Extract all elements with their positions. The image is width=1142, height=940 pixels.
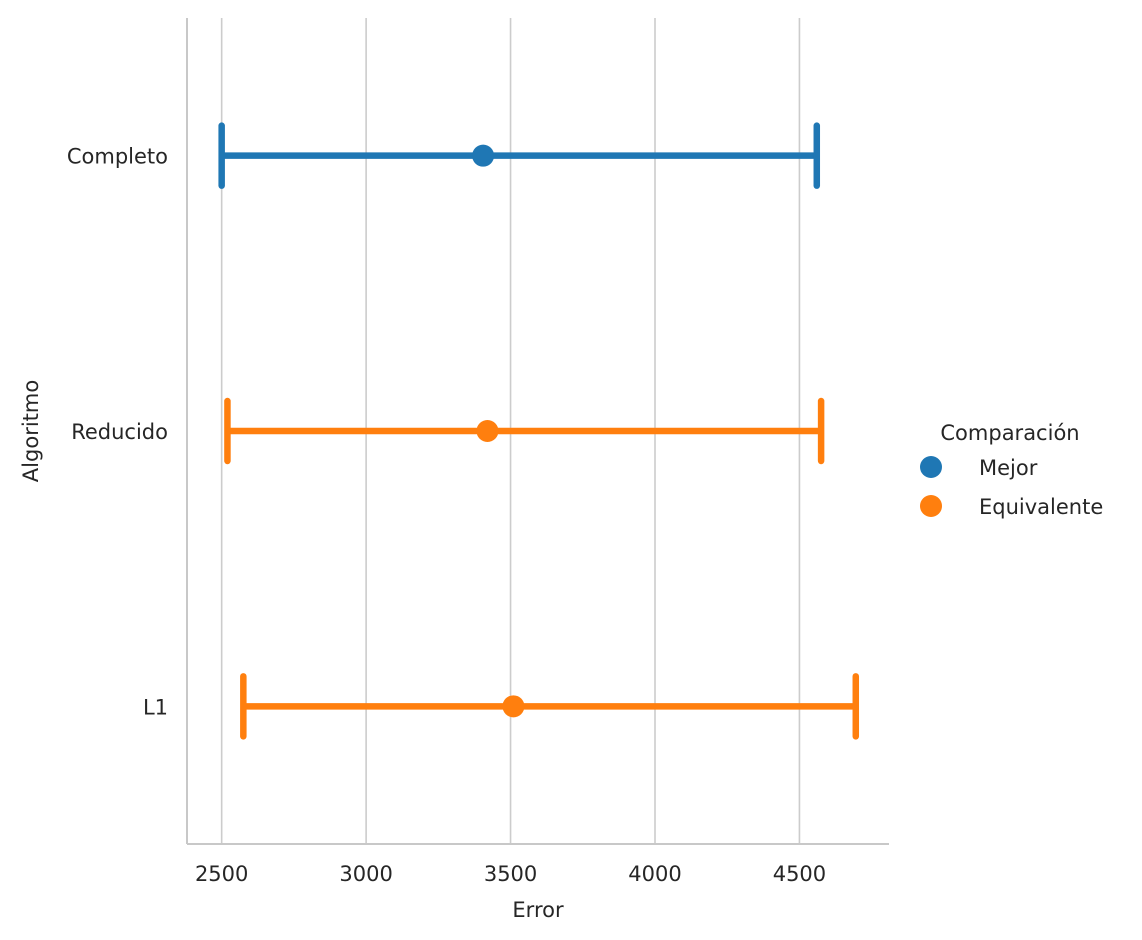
data-marks (218, 122, 860, 740)
legend-entry: Equivalente (920, 495, 1103, 519)
legend-marker (920, 456, 942, 478)
legend-label: Mejor (979, 456, 1038, 480)
legend-marker (920, 495, 942, 517)
x-tick-labels: 2500 3000 3500 4000 4500 (195, 862, 826, 886)
error-bar-group (218, 122, 821, 189)
legend-entry: Mejor (920, 456, 1038, 480)
y-category-label: Completo (67, 145, 168, 169)
data-point (472, 144, 495, 167)
y-category-label: L1 (143, 695, 168, 719)
x-axis-label: Error (512, 898, 564, 922)
y-category-label: Reducido (71, 420, 168, 444)
legend-entries: Mejor Equivalente (920, 456, 1103, 519)
y-axis-label: Algoritmo (19, 380, 43, 482)
y-category-labels: Completo Reducido L1 (67, 145, 168, 720)
error-bar-group (224, 397, 825, 465)
error-bar-group (240, 673, 860, 740)
axes-spines (186, 18, 889, 845)
x-tick-label: 3500 (484, 862, 537, 886)
data-point (502, 695, 525, 718)
legend-title: Comparación (940, 421, 1079, 445)
legend: Comparación Mejor Equivalente (920, 421, 1103, 519)
x-tick-label: 3000 (339, 862, 392, 886)
x-tick-label: 4000 (628, 862, 681, 886)
legend-label: Equivalente (979, 495, 1103, 519)
x-tick-label: 4500 (773, 862, 826, 886)
data-point (476, 420, 499, 442)
x-tick-label: 2500 (195, 862, 248, 886)
